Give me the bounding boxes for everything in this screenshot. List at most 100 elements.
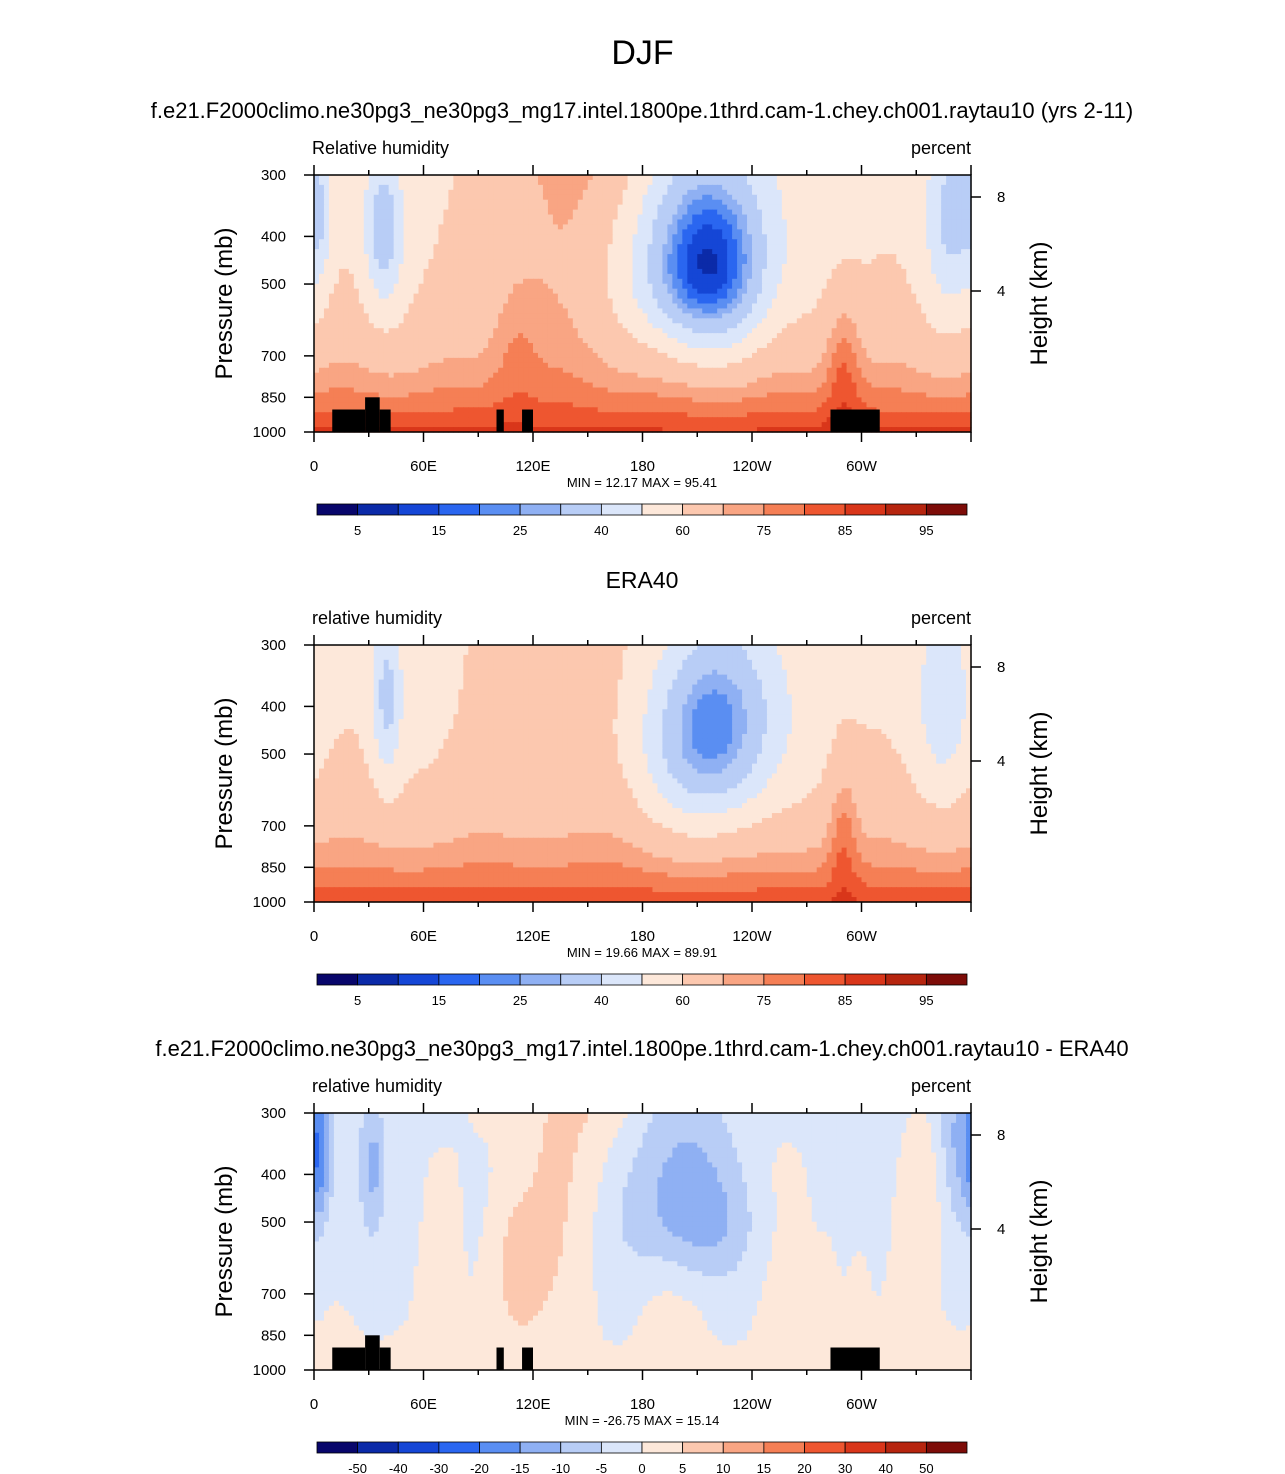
field-cell	[528, 234, 534, 240]
field-cell	[338, 224, 345, 230]
field-cell	[448, 328, 454, 334]
field-cell	[662, 194, 668, 201]
field-cell	[846, 268, 853, 275]
field-cell	[642, 234, 649, 240]
field-cell	[901, 268, 907, 275]
field-cell	[966, 239, 972, 245]
field-cell	[453, 189, 459, 196]
field-cell	[936, 318, 942, 324]
field-cell	[816, 283, 823, 290]
field-cell	[946, 179, 952, 186]
field-cell	[388, 224, 395, 230]
field-cell	[587, 352, 594, 359]
field-cell	[936, 308, 942, 314]
field-cell	[896, 209, 902, 216]
field-cell	[891, 259, 897, 265]
field-cell	[587, 179, 594, 186]
field-cell	[657, 263, 664, 270]
field-cell	[816, 298, 823, 305]
field-cell	[557, 184, 564, 191]
field-cell	[463, 268, 469, 275]
field-cell	[836, 357, 843, 364]
field-cell	[323, 313, 330, 319]
field-cell	[632, 333, 639, 339]
field-cell	[528, 259, 534, 265]
field-cell	[314, 224, 320, 230]
field-cell	[916, 204, 922, 211]
field-cell	[373, 239, 380, 245]
field-cell	[368, 283, 375, 290]
field-cell	[662, 244, 668, 250]
field-cell	[717, 333, 723, 339]
field-cell	[841, 229, 848, 235]
field-cell	[413, 234, 420, 240]
field-cell	[747, 199, 753, 206]
field-cell	[647, 244, 654, 250]
field-cell	[737, 239, 743, 245]
field-cell	[756, 199, 763, 206]
field-cell	[622, 234, 629, 240]
field-cell	[951, 189, 957, 196]
field-cell	[358, 293, 365, 300]
field-cell	[378, 333, 385, 339]
field-cell	[742, 234, 748, 240]
field-cell	[891, 303, 897, 310]
field-cell	[662, 249, 668, 255]
field-cell	[791, 273, 798, 280]
field-cell	[861, 249, 868, 255]
field-cell	[418, 234, 425, 240]
field-cell	[323, 303, 330, 310]
field-cell	[547, 254, 554, 260]
field-cell	[756, 204, 763, 211]
field-cell	[901, 249, 907, 255]
field-cell	[737, 229, 743, 235]
field-cell	[363, 268, 370, 275]
field-cell	[433, 323, 440, 329]
field-cell	[562, 352, 569, 359]
field-cell	[722, 338, 728, 344]
field-cell	[607, 328, 614, 334]
field-cell	[682, 338, 688, 344]
field-cell	[602, 244, 609, 250]
field-cell	[961, 189, 967, 196]
field-cell	[841, 313, 848, 319]
field-cell	[866, 244, 873, 250]
field-cell	[712, 352, 718, 359]
field-cell	[826, 239, 833, 245]
field-cell	[567, 357, 574, 364]
field-cell	[826, 288, 833, 295]
field-cell	[851, 263, 858, 270]
field-cell	[373, 209, 380, 216]
field-cell	[513, 184, 519, 191]
field-cell	[513, 259, 519, 265]
field-cell	[577, 318, 584, 324]
field-cell	[672, 323, 678, 329]
field-cell	[712, 347, 718, 354]
field-cell	[811, 244, 818, 250]
field-cell	[493, 229, 499, 235]
field-cell	[856, 229, 863, 235]
field-cell	[413, 254, 420, 260]
field-cell	[791, 333, 798, 339]
field-cell	[627, 298, 634, 305]
field-cell	[473, 338, 479, 344]
field-cell	[647, 273, 654, 280]
field-cell	[732, 318, 738, 324]
field-cell	[816, 293, 823, 300]
field-cell	[483, 283, 489, 290]
field-cell	[607, 249, 614, 255]
field-cell	[732, 268, 738, 275]
field-cell	[607, 229, 614, 235]
field-cell	[338, 179, 345, 186]
field-cell	[891, 333, 897, 339]
field-cell	[473, 229, 479, 235]
field-cell	[856, 283, 863, 290]
field-cell	[448, 303, 454, 310]
field-cell	[363, 194, 370, 201]
field-cell	[418, 204, 425, 211]
field-cell	[791, 239, 798, 245]
field-cell	[493, 199, 499, 206]
field-cell	[826, 249, 833, 255]
field-cell	[353, 184, 360, 191]
field-cell	[931, 283, 937, 290]
